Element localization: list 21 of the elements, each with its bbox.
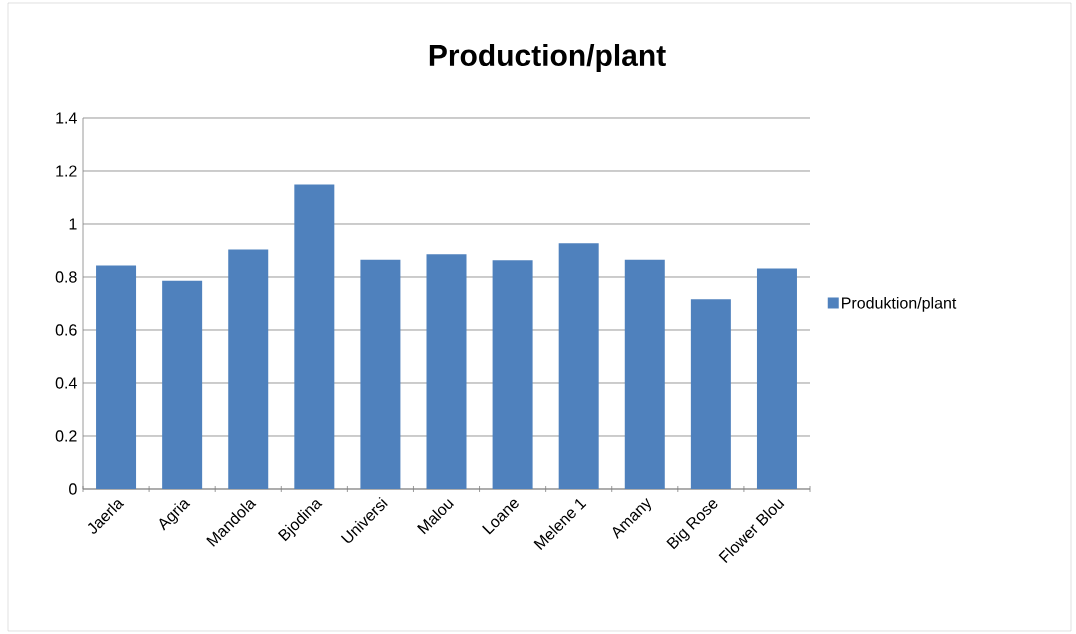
y-tick-label: 1	[69, 218, 77, 230]
y-tick-label: 1.4	[56, 112, 77, 124]
bar	[228, 249, 269, 489]
legend-label: Produktion/plant	[842, 296, 957, 312]
bar	[96, 265, 137, 489]
y-tick-label: 0.8	[55, 271, 77, 283]
y-tick-label: 0.6	[55, 324, 77, 336]
bar	[492, 260, 533, 489]
bar	[162, 280, 203, 489]
y-tick-label: 0.2	[55, 430, 77, 442]
bar	[558, 243, 599, 489]
bar	[426, 254, 467, 489]
y-tick-label: 1.2	[56, 165, 77, 177]
bar	[690, 299, 731, 489]
bar	[360, 259, 401, 489]
bar	[756, 268, 797, 489]
bar	[624, 259, 665, 489]
bar	[294, 184, 335, 489]
chart-title: Production/plant	[429, 44, 666, 72]
y-tick-label: 0	[69, 483, 77, 495]
y-tick-label: 0.4	[55, 377, 77, 389]
